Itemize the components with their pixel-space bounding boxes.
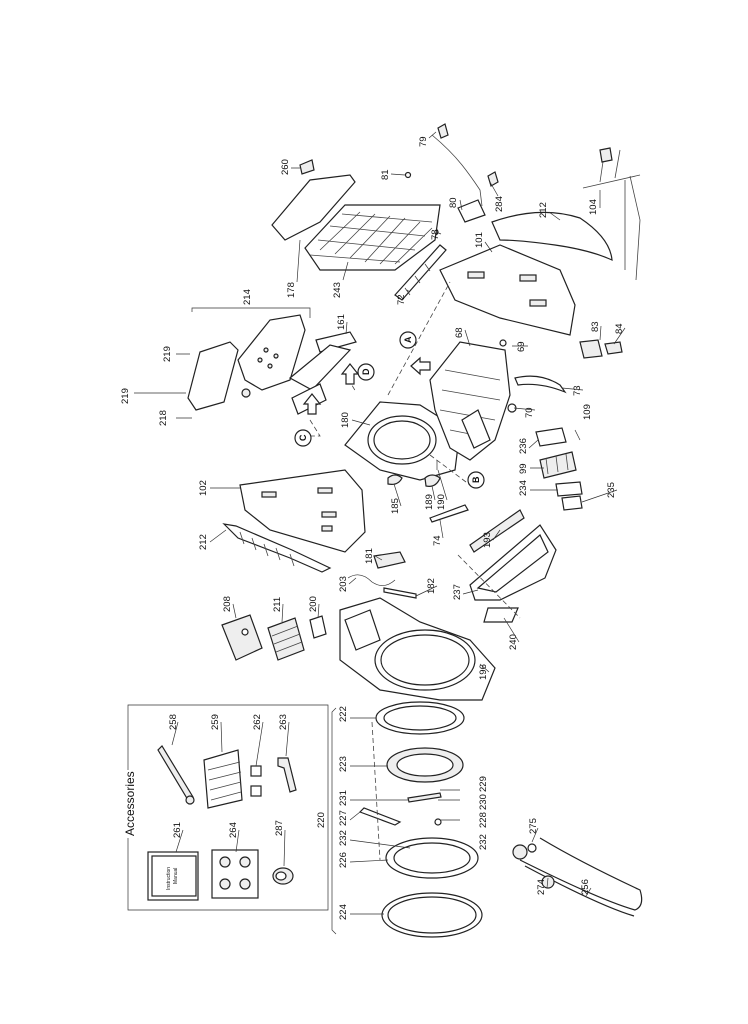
part-label-234: 234	[518, 480, 529, 496]
part-label-83: 83	[590, 321, 601, 332]
part-label-259: 259	[210, 714, 221, 730]
svg-text:C: C	[298, 434, 308, 441]
part-label-72: 72	[396, 294, 407, 305]
part-label-178: 178	[286, 282, 297, 298]
part-label-240: 240	[508, 634, 519, 650]
part-label-230: 230	[478, 794, 489, 810]
door-assembly	[331, 701, 483, 938]
part-label-232-a: 232	[338, 830, 349, 846]
part-label-220: 220	[316, 812, 327, 828]
part-label-263: 263	[278, 714, 289, 730]
part-label-80: 80	[448, 197, 459, 208]
accessories-title: Accessories	[123, 771, 137, 836]
part-label-258: 258	[168, 714, 179, 730]
part-label-81: 81	[380, 169, 391, 180]
rail-72	[394, 244, 447, 301]
accessories-box: Accessories Instruction Manual	[118, 704, 329, 911]
tub-front	[344, 401, 461, 487]
top-cover	[271, 159, 441, 271]
part-label-102: 102	[198, 480, 209, 496]
part-label-78: 78	[430, 229, 441, 240]
part-label-243: 243	[332, 282, 343, 298]
part-label-223: 223	[338, 756, 349, 772]
label-leaders	[171, 131, 626, 915]
detergent-box-group	[134, 307, 311, 419]
part-label-74: 74	[432, 535, 443, 546]
part-label-287: 287	[274, 820, 285, 836]
front-frame	[221, 597, 496, 701]
part-label-196: 196	[478, 664, 489, 680]
part-label-218: 218	[158, 410, 169, 426]
part-label-79: 79	[418, 136, 429, 147]
part-label-193: 193	[482, 532, 493, 548]
part-label-222: 222	[338, 706, 349, 722]
main-body	[429, 339, 517, 461]
part-label-228: 228	[478, 812, 489, 828]
part-label-101: 101	[474, 232, 485, 248]
part-label-229: 229	[478, 776, 489, 792]
part-label-232-b: 232	[478, 834, 489, 850]
water-hose	[512, 837, 643, 917]
part-label-236: 236	[518, 438, 529, 454]
part-label-180: 180	[340, 412, 351, 428]
part-label-212-top: 212	[538, 202, 549, 218]
part-label-109: 109	[582, 404, 593, 420]
pcb-parts	[535, 427, 583, 511]
part-label-99: 99	[518, 463, 529, 474]
part-label-190: 190	[436, 494, 447, 510]
part-label-231: 231	[338, 790, 349, 806]
right-small-parts	[514, 339, 623, 394]
part-label-68: 68	[454, 327, 465, 338]
part-label-200: 200	[308, 596, 319, 612]
svg-text:A: A	[403, 336, 413, 343]
part-label-275: 275	[528, 818, 539, 834]
svg-text:D: D	[361, 368, 371, 375]
upper-right-panels	[439, 147, 641, 336]
part-label-208: 208	[222, 596, 233, 612]
svg-text:B: B	[471, 476, 481, 483]
part-label-211: 211	[272, 597, 283, 612]
part-label-161: 161	[336, 314, 347, 330]
marker-c: C	[294, 429, 312, 447]
part-label-226: 226	[338, 852, 349, 868]
part-label-260: 260	[280, 159, 291, 175]
part-label-181: 181	[364, 548, 375, 564]
manual-text-1: Instruction	[166, 867, 172, 890]
marker-b: B	[467, 471, 485, 489]
part-label-224: 224	[338, 904, 349, 920]
part-label-84: 84	[614, 323, 625, 334]
part-label-182: 182	[426, 578, 437, 594]
part-label-256: 256	[580, 879, 591, 895]
part-label-284: 284	[494, 196, 505, 212]
part-label-227: 227	[338, 810, 349, 826]
part-label-189: 189	[424, 494, 435, 510]
part-label-235: 235	[606, 482, 617, 498]
part-label-262: 262	[252, 714, 263, 730]
part-label-219-a: 219	[162, 346, 173, 362]
part-label-69: 69	[516, 341, 527, 352]
manual-text-2: Manual	[173, 868, 179, 884]
part-label-185: 185	[390, 498, 401, 514]
part-label-212-left: 212	[198, 534, 209, 550]
part-label-73: 73	[572, 385, 583, 396]
part-label-237: 237	[452, 584, 463, 600]
direction-arrows	[302, 356, 431, 415]
part-label-70: 70	[524, 407, 535, 418]
part-label-274: 274	[536, 879, 547, 895]
part-label-104: 104	[588, 199, 599, 215]
part-label-219-b: 219	[120, 388, 131, 404]
door-lock-parts	[347, 551, 417, 599]
base-front-parts	[429, 504, 557, 623]
part-label-214: 214	[242, 289, 253, 305]
left-side-panels	[222, 469, 366, 573]
marker-d: D	[357, 363, 375, 381]
part-label-261: 261	[172, 822, 183, 838]
part-label-203: 203	[338, 576, 349, 592]
marker-a: A	[399, 331, 417, 349]
part-label-264: 264	[228, 822, 239, 838]
part-labels: 260 81 79 284 80 78 212 104 101 178 243 …	[120, 136, 625, 920]
